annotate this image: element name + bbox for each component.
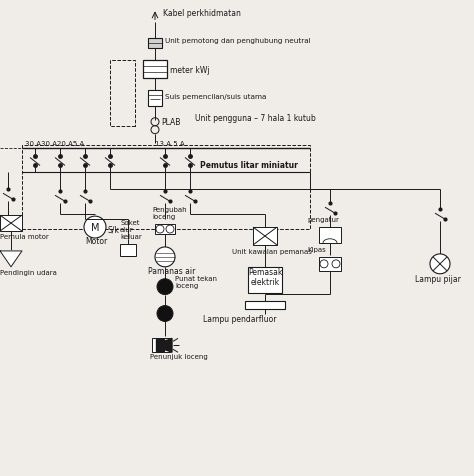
Text: Pemasak
elektrik: Pemasak elektrik	[248, 268, 282, 287]
Bar	[248, 267, 282, 293]
Text: Pamanas air: Pamanas air	[148, 267, 195, 276]
Text: Penunjuk loceng: Penunjuk loceng	[150, 354, 208, 359]
Text: M: M	[91, 223, 99, 233]
Text: Unit pemotong dan penghubung neutral: Unit pemotong dan penghubung neutral	[165, 38, 310, 44]
Text: Unit pengguna – 7 hala 1 kutub: Unit pengguna – 7 hala 1 kutub	[195, 114, 316, 123]
Ellipse shape	[84, 217, 106, 238]
Bar	[0, 216, 22, 231]
Text: Suis pemencilan/suis utama: Suis pemencilan/suis utama	[165, 94, 266, 99]
Text: meter kWj: meter kWj	[170, 65, 210, 74]
Ellipse shape	[430, 254, 450, 274]
Ellipse shape	[156, 226, 164, 234]
Text: Lampu pendarfluor: Lampu pendarfluor	[203, 314, 277, 323]
Text: Punat tekan
loceng: Punat tekan loceng	[175, 276, 217, 288]
Text: PLAB: PLAB	[161, 118, 181, 127]
Ellipse shape	[320, 260, 328, 268]
Text: Pemula motor: Pemula motor	[0, 234, 49, 239]
Text: Soket
alur
keluar: Soket alur keluar	[120, 219, 142, 239]
Bar	[319, 228, 341, 243]
Bar	[155, 225, 175, 235]
Polygon shape	[156, 340, 164, 352]
Bar	[245, 301, 285, 309]
Bar	[120, 245, 136, 257]
Text: S/k: S/k	[108, 225, 120, 234]
Text: 30 A30 A20 A5 A: 30 A30 A20 A5 A	[25, 140, 84, 146]
Text: Kipas: Kipas	[307, 247, 326, 252]
Text: Kabel perkhidmatan: Kabel perkhidmatan	[163, 9, 241, 18]
Bar	[148, 91, 162, 107]
Bar	[110, 61, 135, 127]
Text: Pemutus litar miniatur: Pemutus litar miniatur	[200, 160, 298, 169]
Ellipse shape	[157, 306, 173, 322]
Text: Pendingin udara: Pendingin udara	[0, 269, 57, 275]
Text: Unit kawalan pemanas: Unit kawalan pemanas	[232, 248, 312, 254]
Ellipse shape	[332, 260, 340, 268]
Bar	[22, 145, 310, 229]
Bar	[253, 228, 277, 246]
Text: 13 A 5 A: 13 A 5 A	[155, 140, 185, 146]
Polygon shape	[0, 251, 22, 267]
Bar	[148, 39, 162, 49]
Text: Lampu pijar: Lampu pijar	[415, 275, 461, 284]
Text: pengatur: pengatur	[307, 217, 339, 223]
Bar	[319, 258, 341, 271]
Ellipse shape	[155, 248, 175, 267]
Bar	[143, 61, 167, 79]
Bar	[152, 338, 170, 353]
Ellipse shape	[166, 226, 174, 234]
Text: Motor: Motor	[85, 237, 107, 246]
Polygon shape	[164, 338, 172, 353]
Ellipse shape	[157, 279, 173, 295]
Text: Pengubah
loceng: Pengubah loceng	[152, 206, 187, 219]
